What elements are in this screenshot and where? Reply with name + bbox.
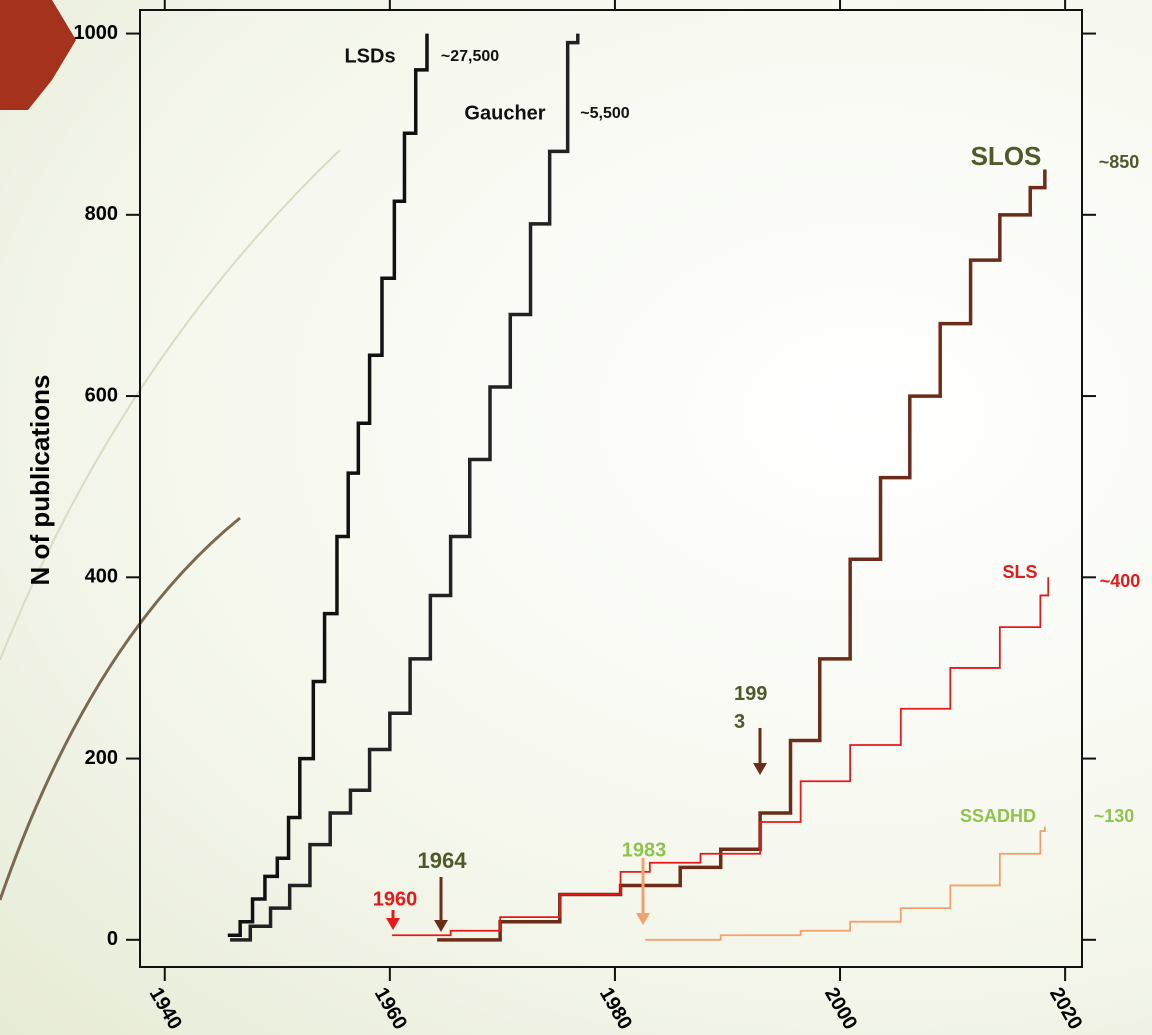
x-tick-label: 1960 <box>370 984 411 1034</box>
step-line <box>437 170 1045 940</box>
annotation: ~130 <box>1094 806 1135 826</box>
annotation: SLS <box>1002 562 1037 582</box>
annotation: ~5,500 <box>580 105 629 122</box>
y-tick-label: 1000 <box>74 22 119 44</box>
annotation: SLOS <box>971 141 1042 171</box>
y-tick-label: 400 <box>85 566 118 588</box>
plot-frame <box>140 10 1082 967</box>
annotation: 1964 <box>418 848 468 873</box>
annotation: LSDs <box>344 45 395 67</box>
step-line <box>645 827 1045 940</box>
step-line <box>228 34 427 936</box>
y-tick-label: 0 <box>107 928 118 950</box>
arrow-head <box>636 913 650 925</box>
slide: N of publications 0 200 400 600 800 1000 1940 1… <box>0 0 1152 1035</box>
annotation: SSADHD <box>960 806 1036 826</box>
arrow-head <box>434 920 448 932</box>
annotation: ~400 <box>1100 571 1141 591</box>
chart: N of publications 0 200 400 600 800 1000 1940 1… <box>0 0 1152 1035</box>
annotation: ~27,500 <box>441 48 499 65</box>
x-tick-label: 1980 <box>595 984 636 1034</box>
y-tick-label: 200 <box>85 747 118 769</box>
annotation: ~850 <box>1099 152 1140 172</box>
x-tick-label: 2000 <box>820 984 861 1034</box>
decor-hexagon <box>0 0 76 110</box>
y-tick-label: 600 <box>85 384 118 406</box>
arrow-head <box>753 763 767 775</box>
step-line <box>392 577 1048 935</box>
y-tick-label: 800 <box>85 203 118 225</box>
annotation: 1983 <box>622 839 667 861</box>
annotation: 1960 <box>373 888 418 910</box>
arrow-head <box>386 918 400 930</box>
x-tick-label: 2020 <box>1045 984 1086 1034</box>
x-tick-label: 1940 <box>145 984 186 1034</box>
annotation-box: 1993 <box>734 680 776 740</box>
annotation: 1993 <box>734 680 770 736</box>
annotation: Gaucher <box>464 102 545 124</box>
y-axis-label: N of publications <box>25 375 55 586</box>
